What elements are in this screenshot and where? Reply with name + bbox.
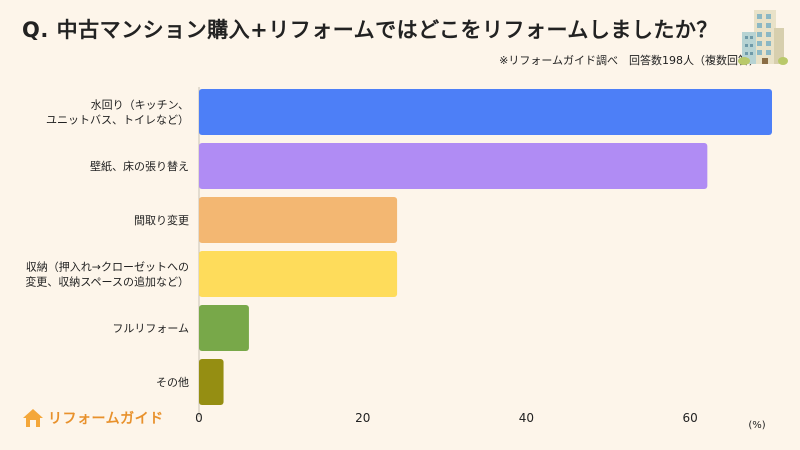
bar: [199, 305, 249, 351]
apartment-building-icon: [738, 10, 788, 65]
bar: [199, 251, 398, 297]
category-label: 収納（押入れ→クローゼットへの: [26, 260, 189, 274]
house-logo-icon: [23, 409, 43, 427]
bar: [199, 89, 772, 135]
category-label: 間取り変更: [134, 213, 189, 227]
bar: [199, 197, 398, 243]
x-tick-label: 40: [519, 411, 534, 425]
category-label: ユニットバス、トイレなど）: [46, 114, 189, 127]
source-note: ※リフォームガイド調べ 回答数198人（複数回答）: [499, 54, 760, 67]
category-label: 水回り（キッチン、: [91, 99, 189, 112]
brand-logo: リフォームガイド: [22, 408, 164, 428]
x-tick-label: 20: [355, 411, 370, 425]
logo-text: リフォームガイド: [48, 411, 164, 427]
category-label: 壁紙、床の張り替え: [90, 159, 189, 173]
category-label: その他: [156, 376, 189, 389]
x-tick-label: 60: [683, 411, 698, 425]
bar: [199, 359, 224, 405]
chart-title: Q. 中古マンション購入+リフォームではどこをリフォームしましたか？: [22, 18, 718, 42]
x-tick-label: 0: [195, 411, 203, 425]
bar: [199, 143, 708, 189]
category-label: フルリフォーム: [112, 322, 189, 335]
category-label: 変更、収納スペースの追加など）: [25, 275, 189, 289]
x-axis-unit-label: (%): [748, 420, 765, 431]
